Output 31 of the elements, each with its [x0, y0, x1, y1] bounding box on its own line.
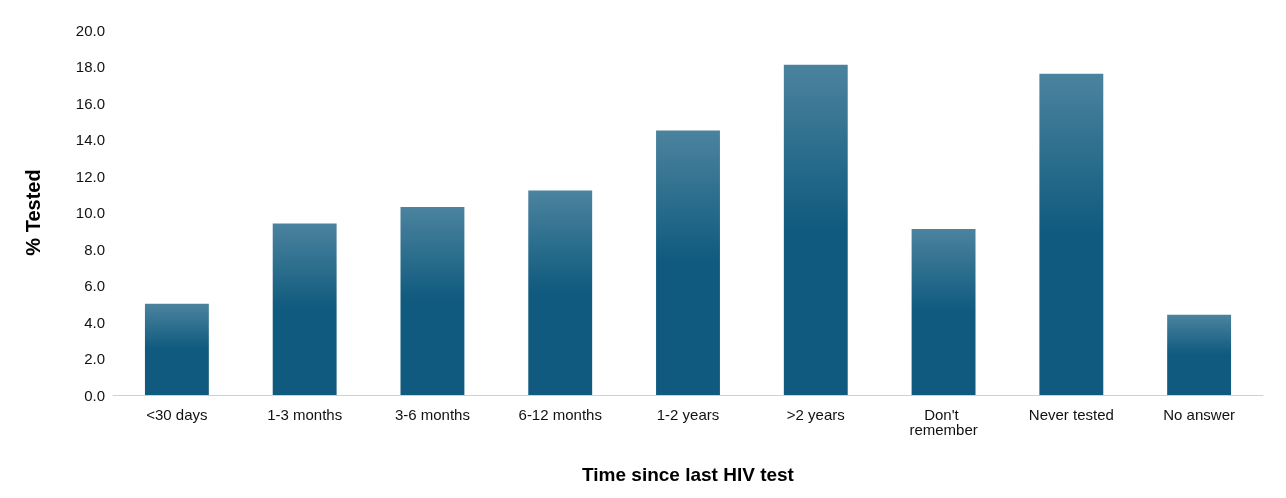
bar [272, 223, 337, 395]
x-tick-label: No answer [1163, 406, 1235, 423]
y-tick-label: 10.0 [75, 204, 105, 221]
y-tick-label: 16.0 [75, 94, 105, 112]
y-axis-title: % Tested [22, 169, 44, 256]
y-tick-label: 8.0 [84, 240, 105, 258]
x-axis-title: Time since last HIV test [582, 464, 795, 485]
bar [528, 190, 593, 395]
x-tick-label: 1-2 years [656, 406, 720, 423]
x-tick-label: 1-3 months [267, 406, 343, 423]
bar [911, 228, 976, 395]
bar [783, 64, 848, 395]
y-tick-label: 20.0 [75, 21, 105, 39]
bar [144, 303, 209, 395]
y-tick-label: 2.0 [84, 350, 105, 367]
bar [656, 130, 720, 395]
x-tick-label: 3-6 months [394, 406, 470, 423]
y-tick-label: 6.0 [84, 277, 105, 294]
x-tick-label: Never tested [1028, 406, 1114, 423]
y-tick-label: 0.0 [84, 386, 105, 404]
x-tick-label: <30 days [146, 406, 208, 423]
bar [1167, 314, 1232, 395]
x-tick-label: 6-12 months [518, 406, 602, 423]
x-tick-label: >2 years [786, 406, 845, 423]
y-tick-label: 12.0 [75, 167, 105, 185]
x-tick-label: Don't remember [909, 406, 978, 438]
y-tick-label: 14.0 [75, 131, 105, 148]
y-tick-label: 4.0 [84, 313, 105, 331]
bar [400, 207, 465, 395]
y-tick-label: 18.0 [75, 58, 105, 75]
bar [1039, 73, 1104, 395]
